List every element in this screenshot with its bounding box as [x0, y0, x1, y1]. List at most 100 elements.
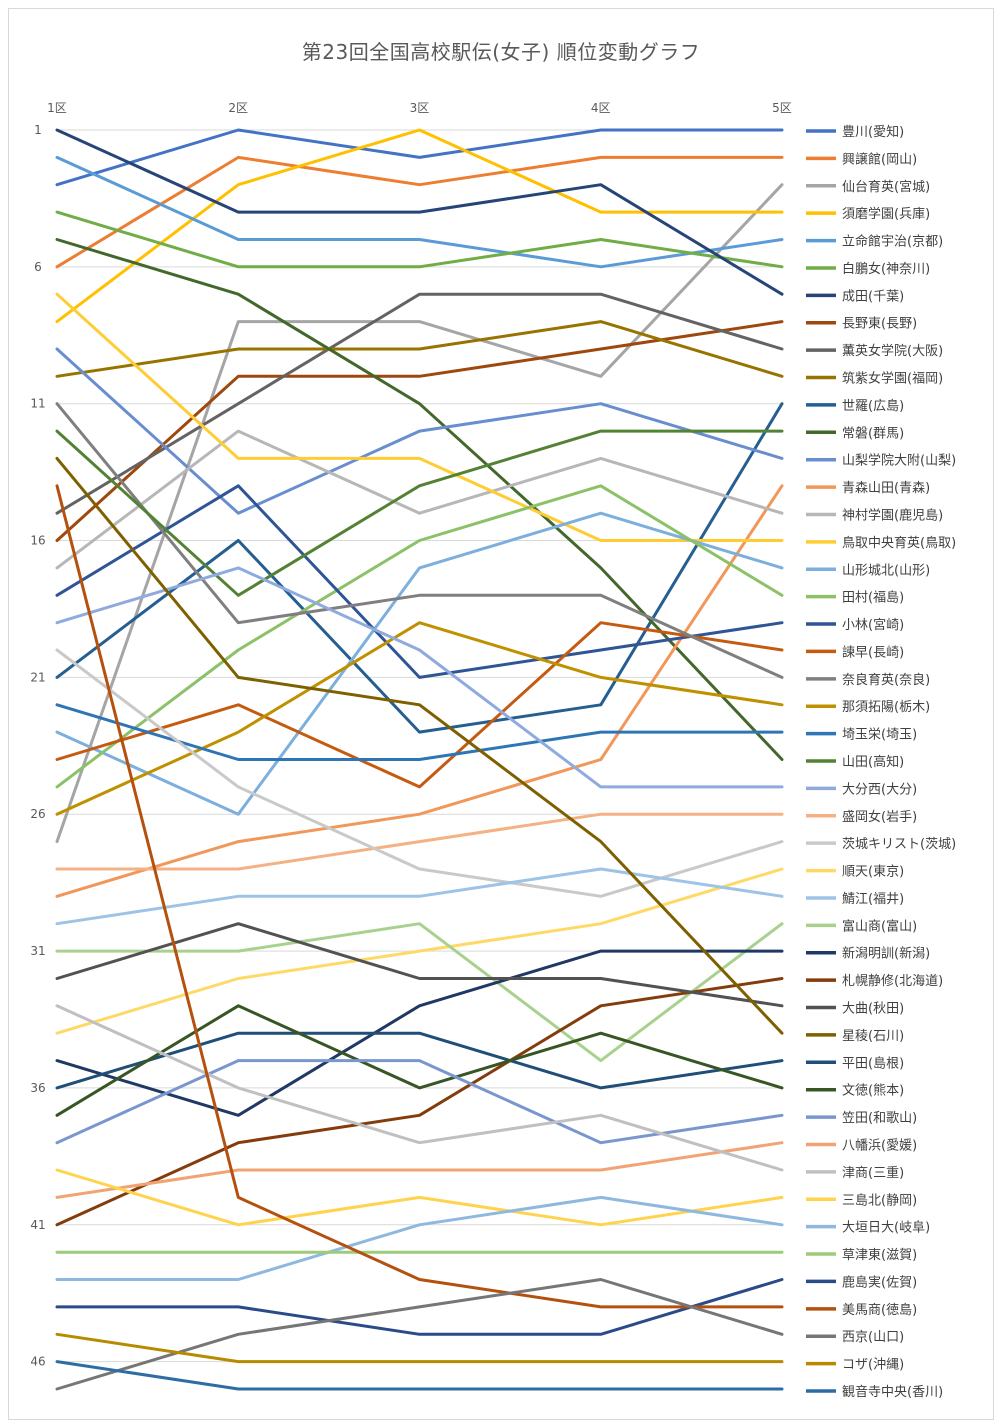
legend-label: 立命館宇治(京都)	[842, 234, 943, 250]
x-tick-label: 2区	[228, 101, 248, 115]
series-line-5	[55, 155, 784, 269]
series-line-4	[55, 128, 784, 324]
legend-label: 大曲(秋田)	[842, 1002, 904, 1017]
legend-label: 西京(山口)	[842, 1330, 904, 1345]
legend-label: 星稜(石川)	[842, 1029, 904, 1044]
x-tick-label: 5区	[772, 101, 792, 115]
series-line-36	[55, 1004, 784, 1117]
legend-label: 青森山田(青森)	[842, 481, 930, 496]
legend-label: 草津東(滋賀)	[842, 1247, 917, 1263]
legend-label: 白鵬女(神奈川)	[842, 261, 930, 277]
y-tick-label: 16	[30, 534, 45, 548]
series-line-6	[55, 210, 784, 269]
series-line-41	[55, 1195, 784, 1281]
series-lines	[55, 128, 784, 1391]
legend-label: 世羅(広島)	[842, 399, 904, 414]
legend-label: 八幡浜(愛媛)	[842, 1138, 917, 1153]
series-line-15	[55, 429, 784, 570]
series-line-40	[55, 1168, 784, 1227]
series-line-9	[55, 292, 784, 515]
legend-label: 奈良育英(奈良)	[842, 672, 930, 688]
y-tick-label: 26	[30, 807, 45, 821]
legend-label: 大垣日大(岐阜)	[842, 1220, 930, 1236]
legend-label: 鳥取中央育英(鳥取)	[842, 535, 956, 551]
series-line-46	[55, 1332, 784, 1364]
legend-label: 那須拓陽(栃木)	[842, 700, 930, 715]
legend-label: 諫早(長崎)	[842, 644, 904, 660]
legend-label: 薫英女学院(大阪)	[842, 343, 943, 359]
legend-label: 三島北(静岡)	[842, 1193, 917, 1208]
y-tick-label: 11	[30, 397, 45, 411]
series-line-7	[55, 128, 784, 296]
legend-label: 平田(島根)	[842, 1056, 904, 1071]
legend-label: 興譲館(岡山)	[842, 151, 917, 167]
series-line-13	[55, 347, 784, 515]
y-tick-label: 6	[34, 260, 42, 274]
legend-label: 富山商(富山)	[842, 918, 917, 934]
legend-label: 鹿島実(佐賀)	[842, 1274, 917, 1290]
series-line-20	[55, 621, 784, 789]
series-line-1	[55, 128, 784, 187]
series-line-17	[55, 511, 784, 816]
legend-label: 美馬商(徳島)	[842, 1303, 917, 1318]
series-line-38	[55, 1141, 784, 1199]
y-tick-label: 31	[30, 944, 45, 958]
series-line-2	[55, 155, 784, 269]
series-line-44	[55, 484, 784, 1309]
legend-label: 山形城北(山形)	[842, 563, 930, 578]
legend-label: 新潟明訓(新潟)	[842, 946, 930, 962]
series-line-37	[55, 1059, 784, 1145]
legend-label: 神村学園(鹿児島)	[842, 507, 943, 523]
series-line-31	[55, 949, 784, 1117]
series-line-39	[55, 1004, 784, 1172]
series-line-29	[55, 867, 784, 926]
legend-label: コザ(沖縄)	[842, 1358, 904, 1373]
legend-label: 大分西(大分)	[842, 782, 917, 797]
legend-label: 須磨学園(兵庫)	[842, 206, 930, 222]
series-line-26	[55, 812, 784, 871]
legend-label: 観音寺中央(香川)	[842, 1384, 943, 1400]
x-axis: 1区 2区 3区 4区 5区	[47, 101, 792, 115]
series-line-24	[55, 429, 784, 597]
legend-label: 小林(宮崎)	[842, 617, 904, 633]
series-line-32	[55, 977, 784, 1227]
series-line-10	[55, 320, 784, 378]
series-line-35	[55, 1031, 784, 1090]
legend-label: 山梨学院大附(山梨)	[842, 453, 956, 469]
x-tick-label: 1区	[47, 101, 67, 115]
legend-label: 豊川(愛知)	[842, 124, 904, 140]
series-line-14	[55, 484, 784, 898]
legend-label: 埼玉栄(埼玉)	[842, 728, 917, 743]
series-line-43	[55, 1278, 784, 1336]
legend-label: 津商(三重)	[842, 1165, 904, 1181]
series-line-34	[55, 456, 784, 1035]
y-tick-label: 41	[30, 1218, 45, 1232]
legend-label: 長野東(長野)	[842, 316, 917, 332]
legend-label: 筑紫女学園(福岡)	[842, 371, 943, 387]
legend-label: 仙台育英(宮城)	[842, 179, 930, 195]
legend-label: 成田(千葉)	[842, 289, 904, 304]
y-tick-label: 21	[30, 670, 45, 684]
x-tick-label: 3区	[410, 101, 430, 115]
series-line-22	[55, 621, 784, 816]
legend-label: 常磐(群馬)	[842, 426, 904, 441]
y-tick-label: 36	[30, 1081, 45, 1095]
series-line-19	[55, 484, 784, 679]
legend-label: 山田(高知)	[842, 754, 904, 770]
legend-label: 盛岡女(岩手)	[842, 809, 917, 825]
legend-label: 札幌静修(北海道)	[842, 973, 943, 989]
legend-label: 順天(東京)	[842, 864, 904, 880]
x-tick-label: 4区	[591, 101, 611, 115]
series-line-33	[55, 922, 784, 1008]
legend-label: 鯖江(福井)	[842, 892, 904, 907]
legend-label: 文徳(熊本)	[842, 1083, 904, 1099]
y-tick-label: 1	[34, 123, 42, 137]
chart-title: 第23回全国高校駅伝(女子) 順位変動グラフ	[301, 40, 701, 64]
series-line-47	[55, 1360, 784, 1391]
y-tick-label: 46	[30, 1355, 45, 1369]
series-line-16	[55, 292, 784, 542]
legend-label: 田村(福島)	[842, 591, 904, 606]
series-line-21	[55, 402, 784, 679]
